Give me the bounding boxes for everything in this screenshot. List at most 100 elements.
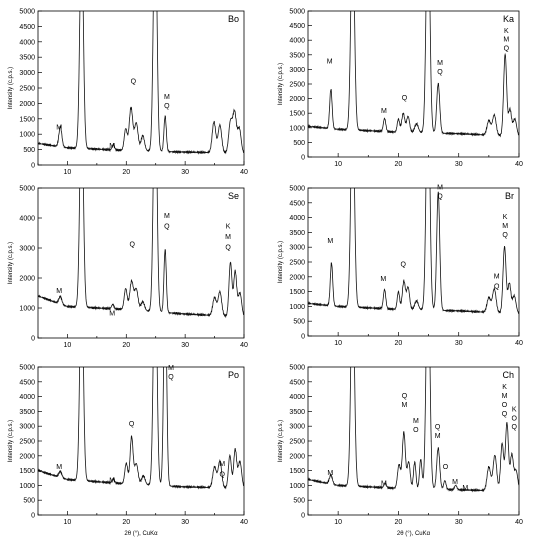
y-tick-label: 4000 xyxy=(289,38,305,45)
y-axis-title: Intensity (c.p.s.) xyxy=(278,63,284,105)
y-axis-title: Intensity (c.p.s.) xyxy=(8,420,14,462)
phase-label: M xyxy=(56,125,62,132)
phase-label: K xyxy=(504,28,509,35)
y-tick-label: 1000 xyxy=(289,483,305,490)
x-tick-label: 20 xyxy=(122,342,130,349)
y-tick-label: 2000 xyxy=(19,101,35,108)
phase-label: Q xyxy=(494,284,500,291)
y-tick-label: 4500 xyxy=(19,24,35,31)
panel-label: Ch xyxy=(502,370,514,380)
x-tick-label: 20 xyxy=(395,519,403,526)
y-axis-title: Intensity (c.p.s.) xyxy=(8,67,14,109)
y-tick-label: 1500 xyxy=(289,468,305,475)
phase-label: M xyxy=(413,418,419,425)
panel-label: Br xyxy=(505,191,514,201)
y-tick-label: 500 xyxy=(293,498,305,505)
chart-panel-ch: 10 20 30 40 0 500 1000 1500 2000 2500 3000 3500 4000… xyxy=(278,365,523,538)
x-tick-label: 20 xyxy=(395,340,403,347)
y-tick-label: 4500 xyxy=(289,200,305,207)
xrd-trace xyxy=(38,367,244,490)
phase-label: K xyxy=(503,214,508,221)
x-tick-label: 30 xyxy=(455,340,463,347)
x-tick-label: 40 xyxy=(240,519,248,526)
y-tick-label: 3000 xyxy=(19,424,35,431)
x-tick-label: 40 xyxy=(515,161,523,168)
y-axis-title: Intensity (c.p.s.) xyxy=(8,242,14,284)
y-tick-label: 1000 xyxy=(19,306,35,313)
chart-panel-br: 10 20 30 40 0 500 1000 1500 2000 2500 3000 3500 4000… xyxy=(278,184,523,347)
plot-frame xyxy=(37,187,245,339)
x-tick-label: 40 xyxy=(240,342,248,349)
y-tick-label: 1000 xyxy=(289,304,305,311)
phase-label: O xyxy=(511,415,517,422)
phase-label: K xyxy=(226,224,231,231)
phase-label: M xyxy=(380,276,386,283)
phase-label: K xyxy=(512,406,517,413)
panel-label: Ka xyxy=(503,14,514,24)
x-tick-label: 30 xyxy=(455,161,463,168)
x-tick-label: 20 xyxy=(122,169,130,176)
y-tick-label: 5000 xyxy=(289,186,305,193)
y-tick-label: 2500 xyxy=(289,82,305,89)
y-tick-label: 1000 xyxy=(19,483,35,490)
y-tick-label: 2500 xyxy=(289,439,305,446)
y-tick-label: 3500 xyxy=(19,409,35,416)
y-tick-label: 4000 xyxy=(19,39,35,46)
plot-frame xyxy=(307,187,520,337)
x-tick-label: 20 xyxy=(122,519,130,526)
phase-label: M xyxy=(327,59,333,66)
phase-label: M xyxy=(502,393,508,400)
xrd-trace xyxy=(38,11,244,155)
y-tick-label: 4000 xyxy=(19,394,35,401)
panel-label: Bo xyxy=(228,14,239,24)
phase-label: M xyxy=(437,184,443,191)
phase-label: Q xyxy=(502,232,508,239)
phase-label: Q xyxy=(437,193,443,200)
y-axis-title: Intensity (c.p.s.) xyxy=(278,241,284,283)
y-tick-label: 500 xyxy=(293,140,305,147)
phase-label: M xyxy=(452,479,458,486)
phase-label: M xyxy=(219,461,225,468)
phase-label: Q xyxy=(164,224,170,231)
y-tick-label: 5000 xyxy=(289,9,305,16)
y-tick-label: 4500 xyxy=(289,23,305,30)
y-tick-label: 5000 xyxy=(19,365,35,372)
phase-label: M xyxy=(435,433,441,440)
phase-label: M xyxy=(502,223,508,230)
y-tick-label: 4000 xyxy=(19,216,35,223)
phase-label: M xyxy=(437,60,443,67)
x-tick-label: 40 xyxy=(515,519,523,526)
phase-label: Q xyxy=(401,261,407,268)
phase-label: O xyxy=(502,402,508,409)
phase-label: M xyxy=(462,485,468,492)
x-tick-label: 30 xyxy=(181,342,189,349)
phase-label: M xyxy=(164,94,170,101)
x-tick-label: 40 xyxy=(240,169,248,176)
y-tick-label: 3500 xyxy=(289,52,305,59)
phase-label: Q xyxy=(225,245,231,252)
x-tick-label: 10 xyxy=(64,169,72,176)
phase-label: Q xyxy=(502,411,508,418)
y-tick-label: 3500 xyxy=(289,409,305,416)
x-tick-label: 10 xyxy=(334,340,342,347)
phase-label: M xyxy=(168,365,174,372)
x-tick-label: 10 xyxy=(64,342,72,349)
phase-label: Q xyxy=(435,424,441,431)
y-tick-label: 500 xyxy=(293,319,305,326)
phase-label: M xyxy=(109,477,115,484)
phase-label: M xyxy=(225,234,231,241)
phase-label: M xyxy=(56,288,62,295)
phase-label: Q xyxy=(131,78,137,85)
phase-label: Q xyxy=(168,374,174,381)
plot-frame xyxy=(37,366,245,516)
phase-label: Q xyxy=(504,45,510,52)
xrd-trace xyxy=(308,188,519,314)
x-tick-label: 20 xyxy=(395,161,403,168)
phase-label: M xyxy=(494,273,500,280)
phase-label: M xyxy=(327,238,333,245)
y-tick-label: 1000 xyxy=(289,125,305,132)
y-tick-label: 500 xyxy=(23,498,35,505)
phase-label: M xyxy=(109,143,115,150)
phase-label: Q xyxy=(402,393,408,400)
y-tick-label: 2000 xyxy=(19,453,35,460)
